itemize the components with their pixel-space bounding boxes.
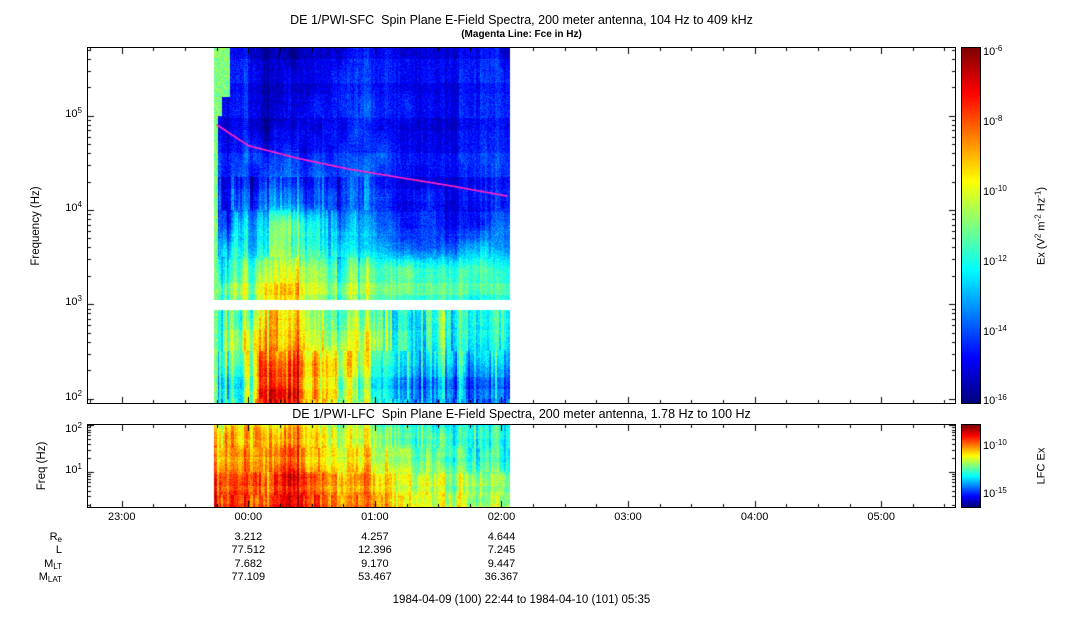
sfc-colorbar-tick-label: 10-6 [983,43,1003,58]
sfc-colorbar-tick-label: 10-8 [983,113,1003,128]
x-axis-tick-label: 02:00 [487,511,516,523]
sfc-y-tick-label: 104 [65,199,82,214]
x-axis-tick-label: 03:00 [614,511,642,523]
sfc-colorbar-axis-label: Ex (V2 m-2 Hz-1) [1033,186,1048,266]
sfc-colorbar [961,47,981,404]
sfc-colorbar-tick-label: 10-16 [983,392,1007,407]
lfc-colorbar-tick-label: 10-10 [983,438,1007,453]
ephemeris-row-label: MLAT [38,570,62,584]
x-axis-tick-label: 04:00 [740,511,769,523]
sfc-y-axis-label: Frequency (Hz) [30,186,42,266]
lfc-panel-title: DE 1/PWI-LFC Spin Plane E-Field Spectra,… [292,407,751,421]
ephemeris-value: 3.212 [234,531,263,543]
ephemeris-value: 36.367 [484,570,519,583]
lfc-colorbar [961,424,981,508]
ephemeris-value: 77.109 [231,570,266,583]
ephemeris-value: 12.396 [358,544,392,557]
ephemeris-value: 9.447 [487,557,516,570]
ephemeris-value: 4.644 [487,531,516,543]
x-axis-tick-label: 23:00 [107,511,136,523]
sfc-colorbar-tick-label: 10-14 [983,324,1007,339]
figure-title: DE 1/PWI-SFC Spin Plane E-Field Spectra,… [290,13,753,27]
sfc-y-tick-label: 102 [65,388,82,403]
sfc-spectrogram-canvas [87,47,956,404]
lfc-colorbar-axis-label: LFC Ex [1035,447,1048,485]
lfc-y-tick-label: 102 [65,421,82,436]
lfc-spectrogram-canvas [87,424,956,508]
sfc-y-tick-label: 103 [65,294,82,309]
ephemeris-row-label: Re [49,531,62,544]
ephemeris-value: 4.257 [361,531,389,543]
ephemeris-row-label: MLT [44,557,62,571]
sfc-y-tick-label: 105 [65,105,82,120]
ephemeris-value: 77.512 [231,544,266,557]
x-axis-tick-label: 01:00 [361,511,389,523]
ephemeris-value: 7.682 [234,557,263,570]
ephemeris-value: 53.467 [358,570,392,583]
x-axis-tick-label: 05:00 [867,511,895,523]
lfc-colorbar-tick-label: 10-15 [983,485,1007,500]
sfc-colorbar-tick-label: 10-12 [983,254,1007,269]
lfc-y-tick-label: 101 [65,461,82,476]
ephemeris-value: 9.170 [361,557,389,570]
x-axis-tick-label: 00:00 [234,511,263,523]
time-range-caption: 1984-04-09 (100) 22:44 to 1984-04-10 (10… [392,594,651,606]
ephemeris-value: 7.245 [487,544,516,557]
figure-subtitle: (Magenta Line: Fce in Hz) [461,29,582,40]
ephemeris-row-label: L [55,544,62,557]
sfc-colorbar-tick-label: 10-10 [983,184,1007,199]
